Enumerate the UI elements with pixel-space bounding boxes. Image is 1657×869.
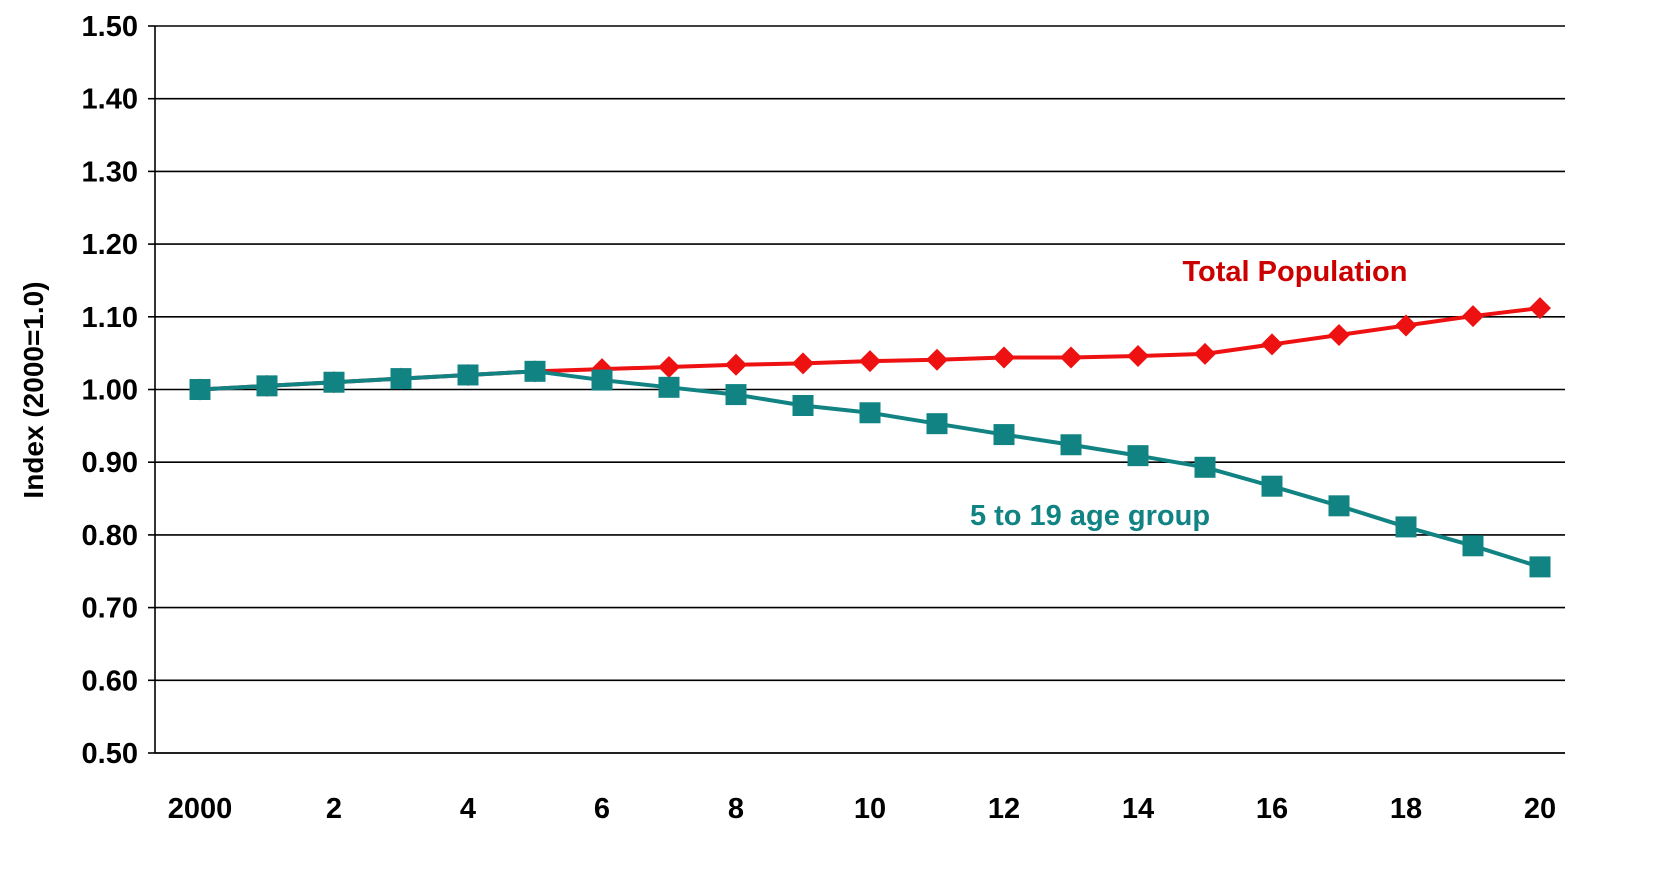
data-point-diamond: [725, 353, 747, 376]
data-point-diamond: [993, 346, 1015, 369]
age-group-5-19-label: 5 to 19 age group: [970, 500, 1210, 532]
data-point-square: [256, 375, 278, 397]
data-point-square: [1194, 456, 1216, 478]
data-point-square: [792, 394, 814, 416]
data-point-square: [1328, 495, 1350, 517]
y-tick-label: 0.80: [82, 520, 138, 552]
data-point-diamond: [1060, 346, 1082, 369]
y-tick-label: 0.90: [82, 447, 138, 479]
series-layer: [189, 297, 1551, 578]
gridlines: [148, 25, 1565, 754]
x-tick-label: 8: [728, 793, 744, 825]
y-axis-tick-labels: 0.50 0.60 0.70 0.80 0.90 1.00 1.10 1.20 1.30 1.40…: [82, 11, 138, 770]
y-tick-label: 1.10: [82, 302, 138, 334]
y-tick-label: 1.30: [82, 156, 138, 188]
data-point-square: [189, 379, 211, 400]
x-tick-label: 20: [1524, 793, 1556, 825]
data-point-diamond: [658, 355, 680, 378]
data-point-square: [1261, 475, 1283, 497]
data-point-diamond: [1261, 333, 1283, 356]
data-point-diamond: [1529, 297, 1551, 320]
x-tick-label: 2000: [168, 793, 233, 825]
data-point-square: [926, 413, 948, 435]
y-tick-label: 0.60: [82, 665, 138, 697]
x-tick-label: 14: [1122, 793, 1154, 825]
data-point-square: [725, 384, 747, 406]
series-age-group-5-19: [189, 360, 1551, 578]
x-tick-label: 16: [1256, 793, 1288, 825]
data-point-square: [524, 360, 546, 382]
x-tick-label: 12: [988, 793, 1020, 825]
data-point-diamond: [926, 348, 948, 371]
data-point-square: [1127, 445, 1149, 467]
data-point-diamond: [1194, 342, 1216, 365]
y-tick-label: 0.50: [82, 738, 138, 770]
data-point-diamond: [1462, 305, 1484, 328]
data-point-square: [1462, 535, 1484, 557]
y-tick-label: 0.70: [82, 593, 138, 625]
y-axis-title: Index (2000=1.0): [18, 281, 49, 498]
axes: [154, 26, 1565, 754]
data-point-square: [591, 369, 613, 391]
x-tick-label: 18: [1390, 793, 1422, 825]
x-tick-label: 6: [594, 793, 610, 825]
x-tick-label: 4: [460, 793, 476, 825]
series-line: [199, 369, 1541, 569]
data-point-diamond: [1395, 314, 1417, 337]
data-point-square: [1529, 556, 1551, 578]
data-point-diamond: [859, 350, 881, 373]
data-point-square: [457, 364, 479, 386]
x-tick-label: 10: [854, 793, 886, 825]
data-point-square: [1395, 516, 1417, 538]
data-point-diamond: [1328, 323, 1350, 346]
data-point-diamond: [792, 352, 814, 375]
y-tick-label: 1.00: [82, 375, 138, 407]
y-tick-label: 1.50: [82, 11, 138, 43]
data-point-square: [1060, 434, 1082, 456]
data-point-diamond: [1127, 345, 1149, 368]
data-point-square: [658, 376, 680, 398]
data-point-square: [993, 424, 1015, 446]
y-tick-label: 1.40: [82, 84, 138, 116]
y-tick-label: 1.20: [82, 229, 138, 261]
total-population-label: Total Population: [1183, 256, 1408, 288]
data-point-square: [323, 371, 345, 393]
x-tick-label: 2: [326, 793, 342, 825]
data-point-square: [390, 368, 412, 390]
data-point-square: [859, 402, 881, 424]
x-axis-tick-labels: 2000 2 4 6 8 10 12 14 16 18 20: [168, 793, 1556, 825]
